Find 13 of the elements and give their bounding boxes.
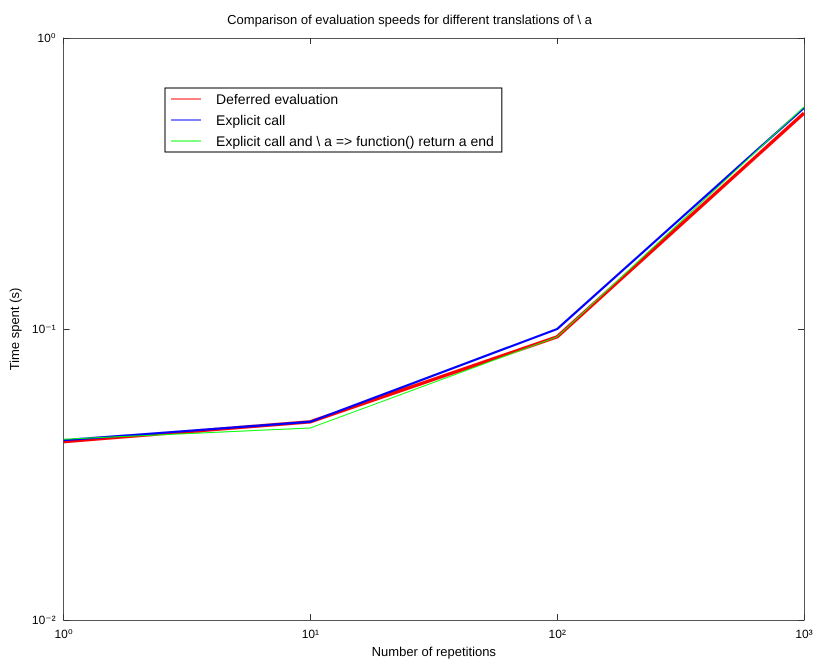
x-tick-label: 10³	[795, 627, 813, 641]
y-tick-label: 10⁰	[37, 31, 56, 45]
legend-label: Explicit call	[216, 112, 286, 128]
legend-label: Explicit call and \ a => function() return a end	[216, 133, 494, 149]
y-axis-title: Time spent (s)	[7, 288, 22, 370]
x-axis-title: Number of repetitions	[372, 644, 496, 659]
x-tick-label: 10²	[548, 627, 566, 641]
x-tick-label: 10¹	[302, 627, 320, 641]
y-tick-label: 10⁻¹	[32, 322, 56, 336]
y-tick-label: 10⁻²	[32, 613, 56, 627]
chart-title: Comparison of evaluation speeds for different translations of \ a	[227, 12, 593, 27]
x-tick-label: 10⁰	[54, 627, 73, 641]
legend-label: Deferred evaluation	[216, 91, 338, 107]
